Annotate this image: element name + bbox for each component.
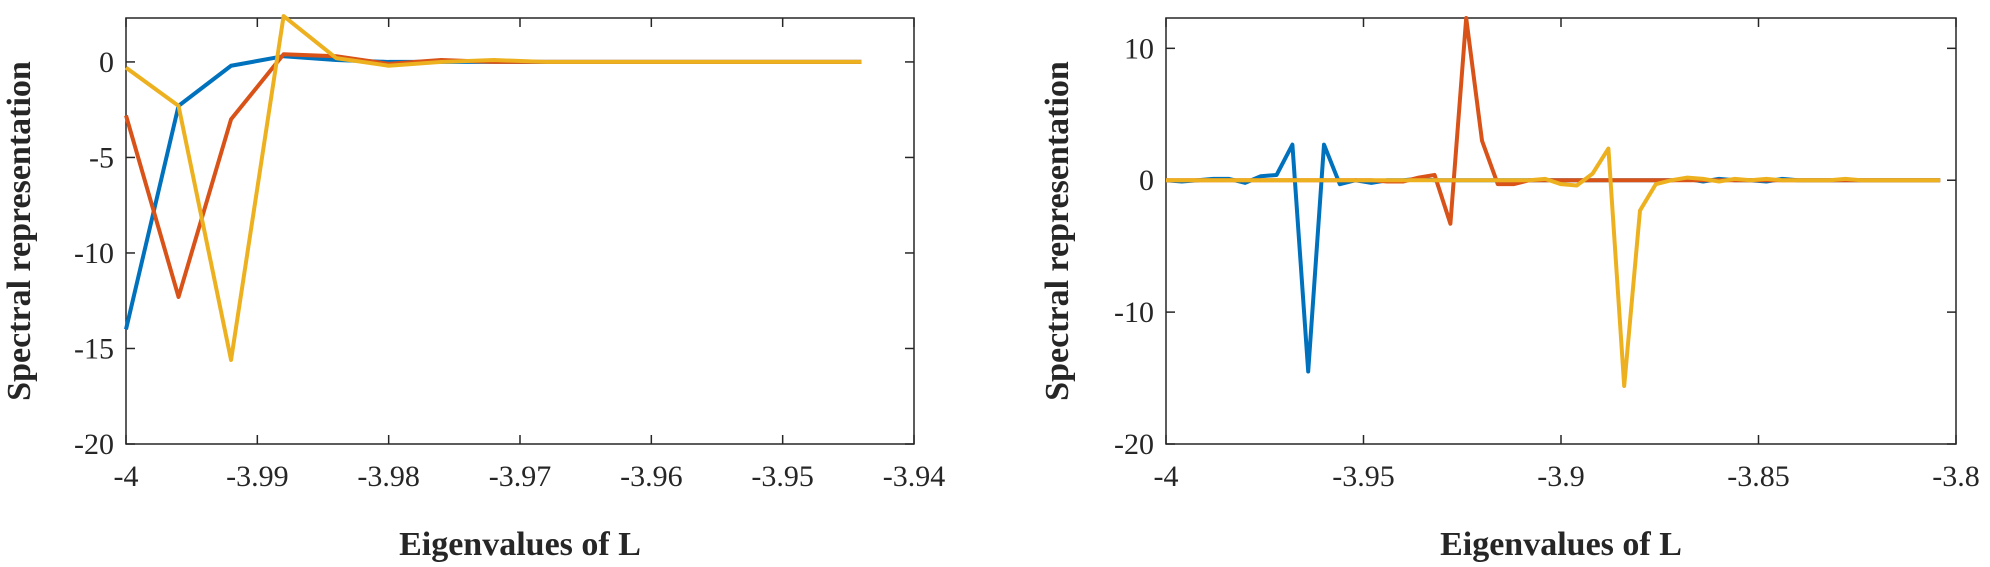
- x-tick-label: -3.94: [883, 460, 946, 493]
- y-tick-label: -10: [1114, 296, 1154, 329]
- x-tick-label: -3.98: [357, 460, 420, 493]
- x-tick-label: -3.8: [1932, 460, 1980, 493]
- x-tick-label: -3.85: [1727, 460, 1790, 493]
- x-tick-label: -3.95: [1332, 460, 1395, 493]
- y-tick-label: 0: [99, 46, 114, 79]
- x-tick-label: -4: [114, 460, 139, 493]
- y-tick-label: -10: [74, 237, 114, 270]
- x-axis-label: Eigenvalues of L: [1440, 526, 1682, 563]
- line-series: [1166, 146, 1941, 388]
- y-tick-label: 0: [1139, 164, 1154, 197]
- axes-box: [1165, 17, 1957, 445]
- x-tick-label: -3.9: [1537, 460, 1585, 493]
- axes-box: [125, 17, 915, 445]
- x-tick-label: -3.99: [226, 460, 289, 493]
- y-axis-label: Spectral representation: [1039, 61, 1076, 401]
- y-axis-label: Spectral representation: [1, 61, 38, 401]
- x-tick-label: -4: [1154, 460, 1179, 493]
- line-series: [124, 14, 862, 362]
- x-tick-label: -3.95: [751, 460, 814, 493]
- y-tick-label: -20: [1114, 428, 1154, 461]
- x-tick-label: -3.97: [489, 460, 552, 493]
- y-tick-label: -5: [89, 141, 114, 174]
- y-tick-label: -20: [74, 428, 114, 461]
- x-tick-label: -3.96: [620, 460, 683, 493]
- y-tick-label: -15: [74, 332, 114, 365]
- y-tick-label: 10: [1124, 32, 1154, 65]
- x-axis-label: Eigenvalues of L: [399, 526, 641, 563]
